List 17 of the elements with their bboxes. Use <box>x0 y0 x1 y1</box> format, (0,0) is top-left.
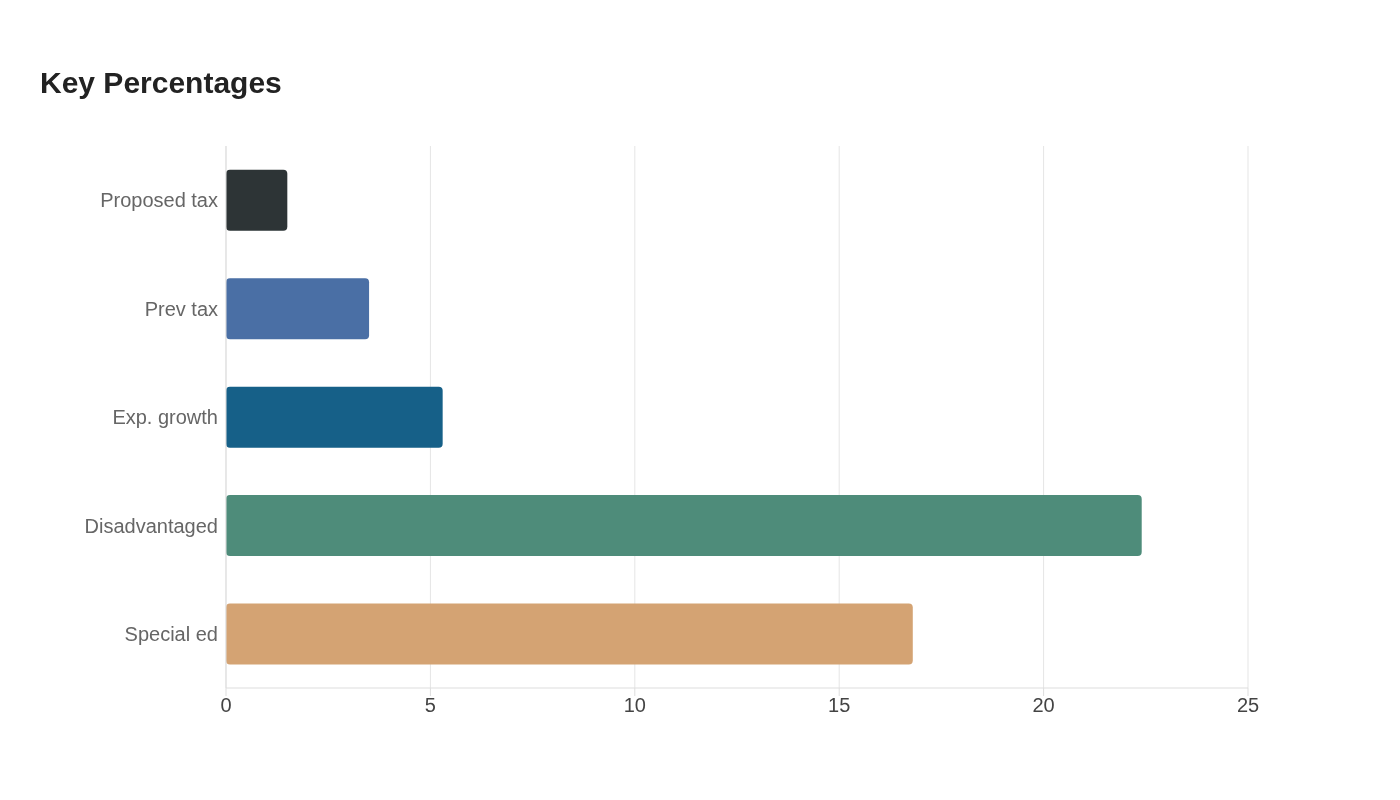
x-tick-label: 15 <box>828 694 851 717</box>
y-tick-label: Proposed tax <box>100 189 218 212</box>
y-tick-label: Special ed <box>124 622 218 645</box>
y-tick-label: Disadvantaged <box>84 514 218 537</box>
bar <box>226 495 1142 557</box>
y-tick-label: Exp. growth <box>112 406 218 429</box>
bar <box>226 386 443 448</box>
bar <box>226 278 370 340</box>
x-tick-label: 0 <box>220 694 232 717</box>
chart-title: Key Percentages <box>40 66 282 100</box>
x-tick-label: 25 <box>1236 694 1260 717</box>
bar <box>226 603 913 665</box>
x-tick-label: 5 <box>424 694 436 717</box>
bar <box>226 169 288 231</box>
x-tick-label: 10 <box>623 694 646 717</box>
y-tick-label: Prev tax <box>144 297 218 320</box>
x-tick-label: 20 <box>1032 694 1055 717</box>
